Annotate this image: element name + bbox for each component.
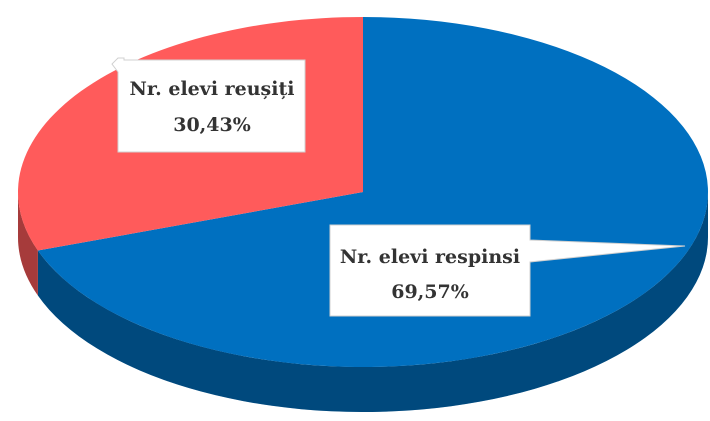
callout-box [329,224,686,317]
slice-label: Nr. elevi reușiți [130,78,295,100]
side-shade [37,192,709,413]
slice-label: Nr. elevi respinsi [340,246,520,268]
slice [37,17,708,367]
callout-box [111,57,306,153]
callout: Nr. elevi reușiți 30,43% [111,57,306,153]
side-shade [18,192,38,296]
slice-side [18,192,38,296]
callout: Nr. elevi respinsi 69,57% [329,224,686,317]
slice-value-label: 30,43% [173,114,251,136]
slice-side [37,192,709,413]
slice-value-label: 69,57% [391,281,469,303]
